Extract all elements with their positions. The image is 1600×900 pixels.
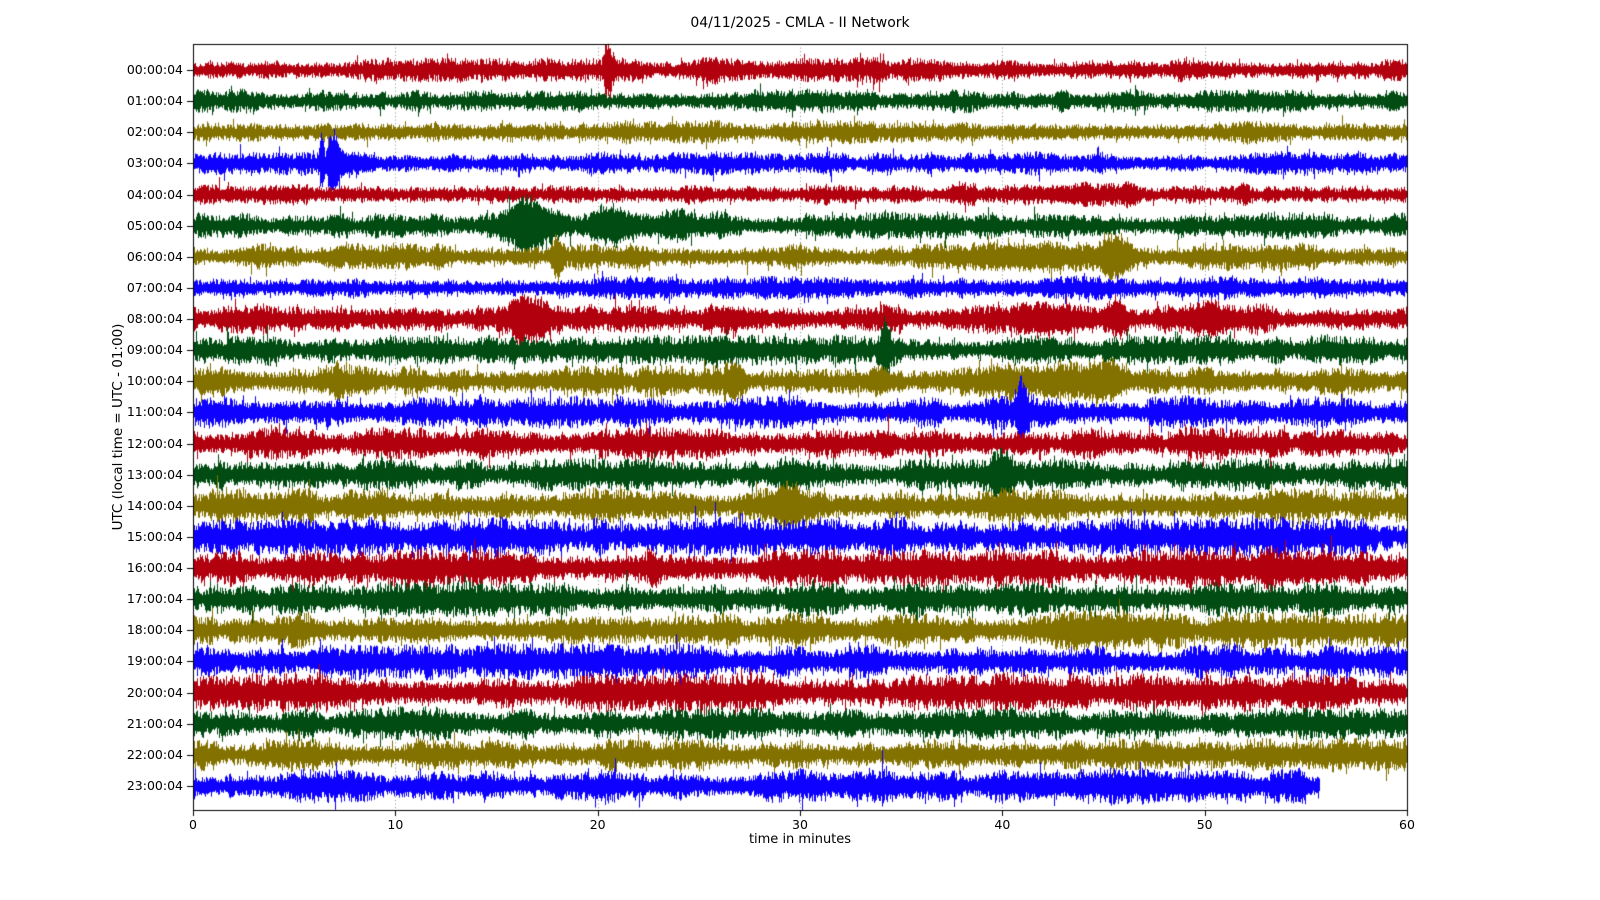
y-tick-label-04: 04:00:04	[126, 186, 183, 202]
y-tick-label-11: 11:00:04	[126, 404, 183, 420]
x-tick-label-50: 50	[1196, 817, 1213, 832]
y-tick-label-14: 14:00:04	[126, 497, 183, 513]
y-tick-label-00: 00:00:04	[126, 62, 183, 77]
y-tick-label-22: 22:00:04	[126, 746, 183, 762]
y-tick-label-03: 03:00:04	[126, 155, 183, 171]
y-tick-label-15: 15:00:04	[126, 528, 183, 544]
y-tick-label-18: 18:00:04	[126, 622, 183, 638]
x-tick-label-60: 60	[1399, 817, 1415, 832]
x-tick-label-20: 20	[589, 817, 606, 832]
x-tick-label-10: 10	[387, 817, 404, 832]
y-tick-label-12: 12:00:04	[126, 435, 183, 451]
x-tick-label-30: 30	[792, 817, 808, 832]
y-tick-label-19: 19:00:04	[126, 653, 183, 669]
y-tick-label-01: 01:00:04	[126, 93, 183, 109]
x-axis-label: time in minutes	[748, 832, 852, 847]
y-tick-label-10: 10:00:04	[126, 373, 183, 389]
x-tick-label-0: 0	[189, 817, 197, 832]
y-tick-label-05: 05:00:04	[126, 217, 183, 233]
y-tick-label-16: 16:00:04	[126, 560, 183, 576]
y-tick-label-17: 17:00:04	[126, 591, 183, 607]
y-tick-label-02: 02:00:04	[126, 124, 183, 140]
y-tick-label-06: 06:00:04	[126, 248, 183, 264]
y-tick-label-20: 20:00:04	[126, 684, 183, 700]
y-tick-label-23: 23:00:04	[126, 777, 183, 793]
y-tick-label-09: 09:00:04	[126, 342, 183, 358]
y-tick-label-08: 08:00:04	[126, 311, 183, 327]
plot-title: 04/11/2025 - CMLA - II Network	[690, 15, 910, 31]
y-tick-label-07: 07:00:04	[126, 279, 183, 295]
x-tick-label-40: 40	[994, 817, 1011, 832]
y-tick-label-21: 21:00:04	[126, 715, 183, 731]
y-axis-label: UTC (local time = UTC - 01:00)	[110, 323, 126, 531]
y-tick-label-13: 13:00:04	[126, 466, 183, 482]
